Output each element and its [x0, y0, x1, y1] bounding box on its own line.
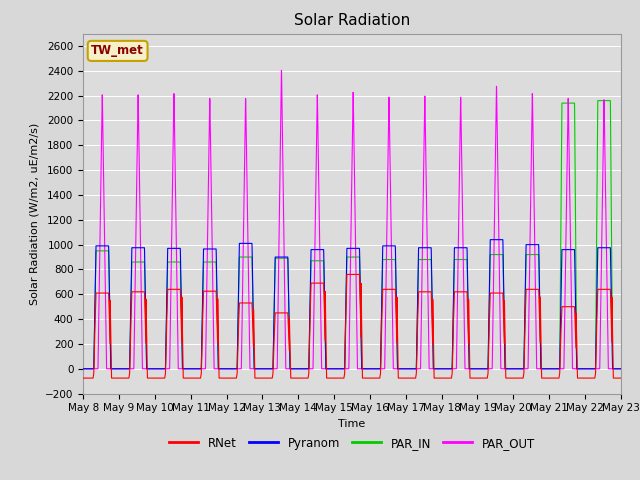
Y-axis label: Solar Radiation (W/m2, uE/m2/s): Solar Radiation (W/m2, uE/m2/s) [29, 122, 40, 305]
Title: Solar Radiation: Solar Radiation [294, 13, 410, 28]
Legend: RNet, Pyranom, PAR_IN, PAR_OUT: RNet, Pyranom, PAR_IN, PAR_OUT [164, 432, 540, 454]
Text: TW_met: TW_met [92, 44, 144, 58]
X-axis label: Time: Time [339, 419, 365, 429]
